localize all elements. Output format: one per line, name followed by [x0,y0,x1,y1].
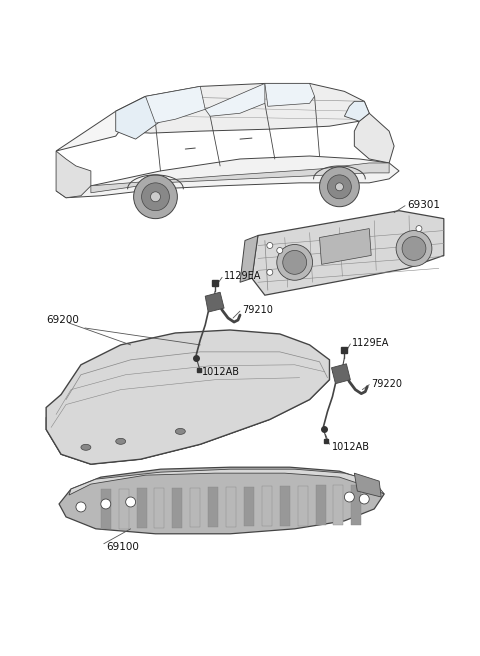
Ellipse shape [116,438,126,444]
Text: 69301: 69301 [407,199,440,210]
Polygon shape [56,96,145,151]
Circle shape [416,226,422,232]
Polygon shape [351,485,361,525]
Text: 1012AB: 1012AB [332,442,370,452]
Polygon shape [116,96,160,139]
Circle shape [320,167,360,207]
Polygon shape [172,488,182,527]
Circle shape [133,175,178,218]
Circle shape [151,192,160,202]
Polygon shape [111,83,369,133]
Polygon shape [265,83,314,106]
Text: 1129EA: 1129EA [352,338,390,348]
Polygon shape [320,228,371,264]
Polygon shape [56,156,399,197]
Polygon shape [190,487,200,527]
Polygon shape [280,486,290,526]
Circle shape [267,243,273,249]
Polygon shape [262,486,272,526]
Polygon shape [315,485,325,525]
Circle shape [360,494,369,504]
Ellipse shape [175,428,185,434]
Polygon shape [46,330,329,464]
Circle shape [76,502,86,512]
Polygon shape [155,488,165,528]
Polygon shape [298,486,308,525]
Circle shape [101,499,111,509]
Circle shape [402,237,426,260]
Polygon shape [46,362,329,464]
Text: 1012AB: 1012AB [202,367,240,377]
Circle shape [283,251,307,274]
Polygon shape [145,87,205,123]
Polygon shape [119,489,129,529]
Polygon shape [226,487,236,527]
Polygon shape [334,485,343,525]
Polygon shape [208,487,218,527]
Circle shape [396,230,432,266]
Polygon shape [137,489,146,528]
Text: 1129EA: 1129EA [224,272,262,281]
Circle shape [142,183,169,211]
Circle shape [267,270,273,276]
Circle shape [327,175,351,199]
Polygon shape [252,211,444,295]
Circle shape [277,245,312,280]
Polygon shape [46,411,270,464]
Polygon shape [69,469,384,495]
Circle shape [344,492,354,502]
Polygon shape [91,163,389,193]
Polygon shape [240,236,258,282]
Polygon shape [332,364,350,384]
Circle shape [126,497,136,507]
Polygon shape [101,489,111,529]
Polygon shape [354,113,394,163]
Polygon shape [56,151,91,197]
Polygon shape [354,473,381,497]
Polygon shape [205,292,224,312]
Text: 79220: 79220 [371,379,402,388]
Polygon shape [59,467,384,534]
Circle shape [336,183,343,191]
Text: 69100: 69100 [106,542,139,552]
Polygon shape [244,487,254,527]
Polygon shape [205,83,265,116]
Text: 69200: 69200 [46,315,79,325]
Ellipse shape [81,444,91,450]
Circle shape [277,247,283,253]
Text: 79210: 79210 [242,305,273,315]
Polygon shape [344,101,369,121]
